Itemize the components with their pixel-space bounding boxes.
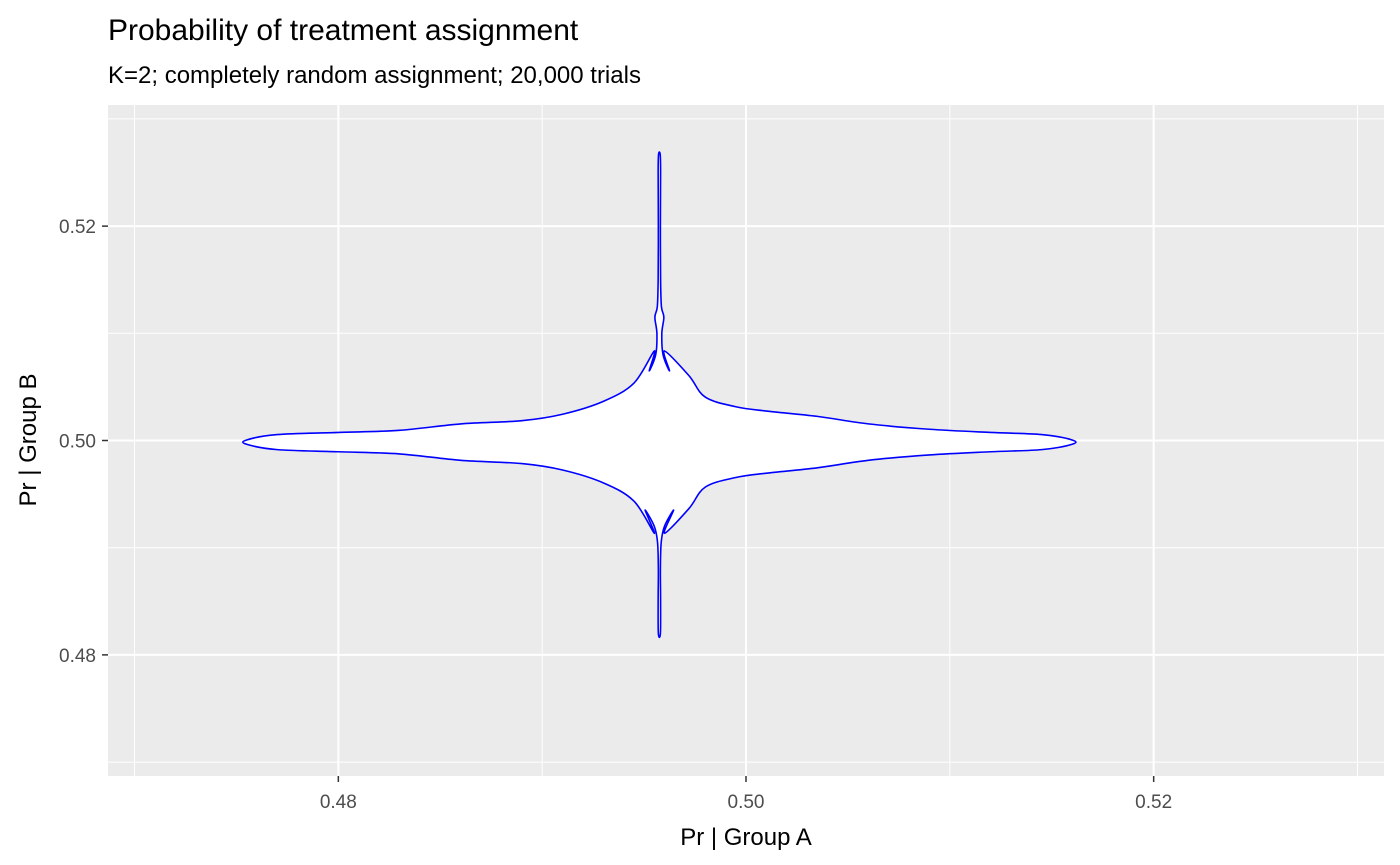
- x-axis-title: Pr | Group A: [680, 824, 812, 851]
- y-axis-title: Pr | Group B: [15, 374, 42, 507]
- x-axis-ticks: 0.48 0.50 0.52: [320, 776, 1172, 813]
- chart-subtitle: K=2; completely random assignment; 20,00…: [108, 62, 641, 89]
- y-tick-label: 0.52: [59, 217, 96, 238]
- x-tick-label: 0.48: [320, 792, 357, 813]
- y-tick-label: 0.48: [59, 646, 96, 667]
- chart-title: Probability of treatment assignment: [108, 14, 579, 47]
- y-tick-label: 0.50: [59, 432, 96, 453]
- x-tick-label: 0.52: [1135, 792, 1172, 813]
- y-axis-ticks: 0.48 0.50 0.52: [59, 217, 108, 667]
- x-tick-label: 0.50: [728, 792, 765, 813]
- violin-shape: [241, 151, 1077, 639]
- violin-outline: [241, 151, 1077, 639]
